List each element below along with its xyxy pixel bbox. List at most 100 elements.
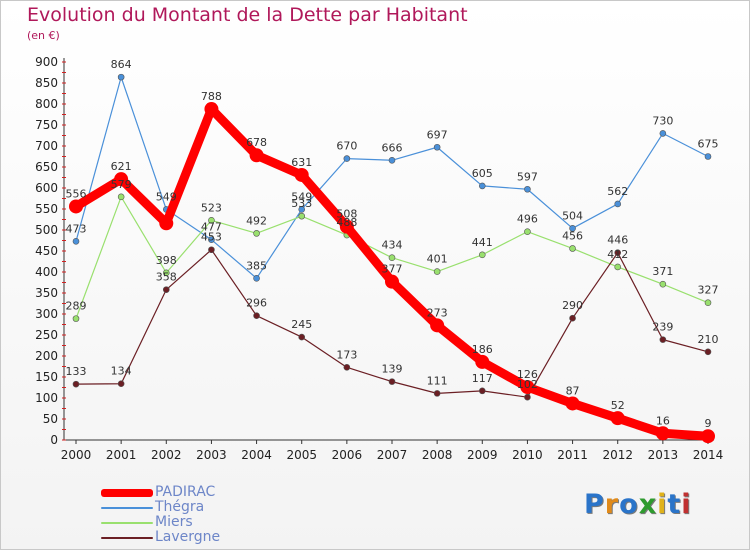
data-point <box>253 274 260 282</box>
data-label: 134 <box>111 365 132 378</box>
logo-letter: x <box>638 489 658 520</box>
y-tick-label: 600 <box>35 181 58 195</box>
y-tick-label: 250 <box>35 328 58 342</box>
data-point <box>294 167 309 182</box>
data-label: 434 <box>382 239 403 252</box>
data-point <box>524 185 531 193</box>
data-label: 788 <box>201 90 222 103</box>
data-point <box>385 274 399 289</box>
data-label: 398 <box>156 254 177 267</box>
data-point <box>704 299 712 306</box>
data-point <box>569 314 576 322</box>
y-tick-label: 350 <box>35 286 58 300</box>
data-label: 412 <box>607 248 628 261</box>
legend-swatch <box>101 507 153 509</box>
data-point <box>343 364 351 371</box>
data-label: 508 <box>336 208 357 221</box>
data-label: 245 <box>291 318 312 331</box>
x-tick-label: 2011 <box>557 448 588 462</box>
data-label: 139 <box>382 363 403 376</box>
data-label: 579 <box>111 178 132 191</box>
data-label: 290 <box>562 299 583 312</box>
data-point <box>114 172 129 187</box>
proxiti-logo: Proxiti <box>584 489 692 520</box>
data-point <box>569 225 576 232</box>
data-point <box>430 318 445 333</box>
data-point <box>208 217 215 224</box>
data-label: 488 <box>336 216 357 229</box>
data-label: 678 <box>246 136 267 149</box>
data-point <box>159 216 174 231</box>
data-label: 597 <box>517 170 538 183</box>
data-point <box>524 228 531 235</box>
data-label: 289 <box>66 300 87 313</box>
data-label: 358 <box>156 271 177 284</box>
x-tick-label: 2003 <box>196 448 227 462</box>
y-tick-label: 850 <box>35 76 58 90</box>
labels-layer: 556 621 788 678 631 508 377 273 186 126 87 52 16 9 473… <box>66 58 719 430</box>
data-point <box>704 348 712 356</box>
data-label: 504 <box>562 209 583 222</box>
logo-letter: i <box>681 489 692 520</box>
data-label: 730 <box>652 114 673 127</box>
y-tick-label: 650 <box>35 160 58 174</box>
data-point <box>253 230 260 237</box>
y-tick-label: 300 <box>35 307 58 321</box>
data-label: 102 <box>517 378 538 391</box>
data-point <box>117 193 125 201</box>
legend-label: Thégra <box>155 499 205 515</box>
data-label: 605 <box>472 167 493 180</box>
y-tick-label: 550 <box>35 202 58 216</box>
data-label: 371 <box>652 265 673 278</box>
data-point <box>478 387 486 395</box>
x-tick-label: 2006 <box>332 448 363 462</box>
data-point <box>565 396 580 411</box>
data-label: 456 <box>562 229 583 242</box>
x-tick-label: 2008 <box>422 448 453 462</box>
data-point <box>701 429 715 444</box>
data-point <box>610 411 625 426</box>
data-point <box>388 378 396 385</box>
y-tick-label: 900 <box>35 55 58 69</box>
data-label: 186 <box>472 343 493 356</box>
data-point <box>478 182 486 190</box>
data-point <box>433 143 441 151</box>
data-label: 446 <box>607 234 628 247</box>
logo-letter: r <box>604 489 620 520</box>
x-tick-label: 2004 <box>241 448 272 462</box>
data-point <box>208 236 215 243</box>
data-label: 533 <box>291 197 312 210</box>
data-point <box>520 380 535 395</box>
data-point <box>655 426 670 441</box>
axes: 0 50 100 150 200 250 300 350 400 450 500 550 600 650 7… <box>35 55 723 462</box>
data-label: 666 <box>382 141 403 154</box>
x-tick-label: 2012 <box>602 448 633 462</box>
data-point <box>69 199 83 214</box>
y-tick-label: 500 <box>35 223 58 237</box>
logo-letter: i <box>657 489 668 520</box>
chart-subtitle: (en €) <box>27 29 60 42</box>
data-label: 496 <box>517 213 538 226</box>
data-point <box>117 380 125 388</box>
x-tick-label: 2009 <box>467 448 498 462</box>
x-tick-label: 2000 <box>61 448 92 462</box>
data-point <box>343 155 351 162</box>
data-point <box>117 73 125 81</box>
series-layer <box>69 73 715 444</box>
data-label: 401 <box>427 253 448 266</box>
data-label: 477 <box>201 221 222 234</box>
logo-letter: P <box>584 489 605 520</box>
data-point <box>659 280 667 288</box>
data-point <box>298 333 306 341</box>
legend-swatch <box>101 489 153 497</box>
y-tick-label: 750 <box>35 118 58 132</box>
data-label: 631 <box>291 156 312 169</box>
y-tick-label: 800 <box>35 97 58 111</box>
data-point <box>614 249 622 256</box>
data-label: 296 <box>246 297 267 310</box>
data-label: 864 <box>111 58 132 71</box>
legend-label: Lavergne <box>155 529 221 545</box>
data-label: 126 <box>517 368 538 381</box>
x-tick-label: 2005 <box>286 448 317 462</box>
